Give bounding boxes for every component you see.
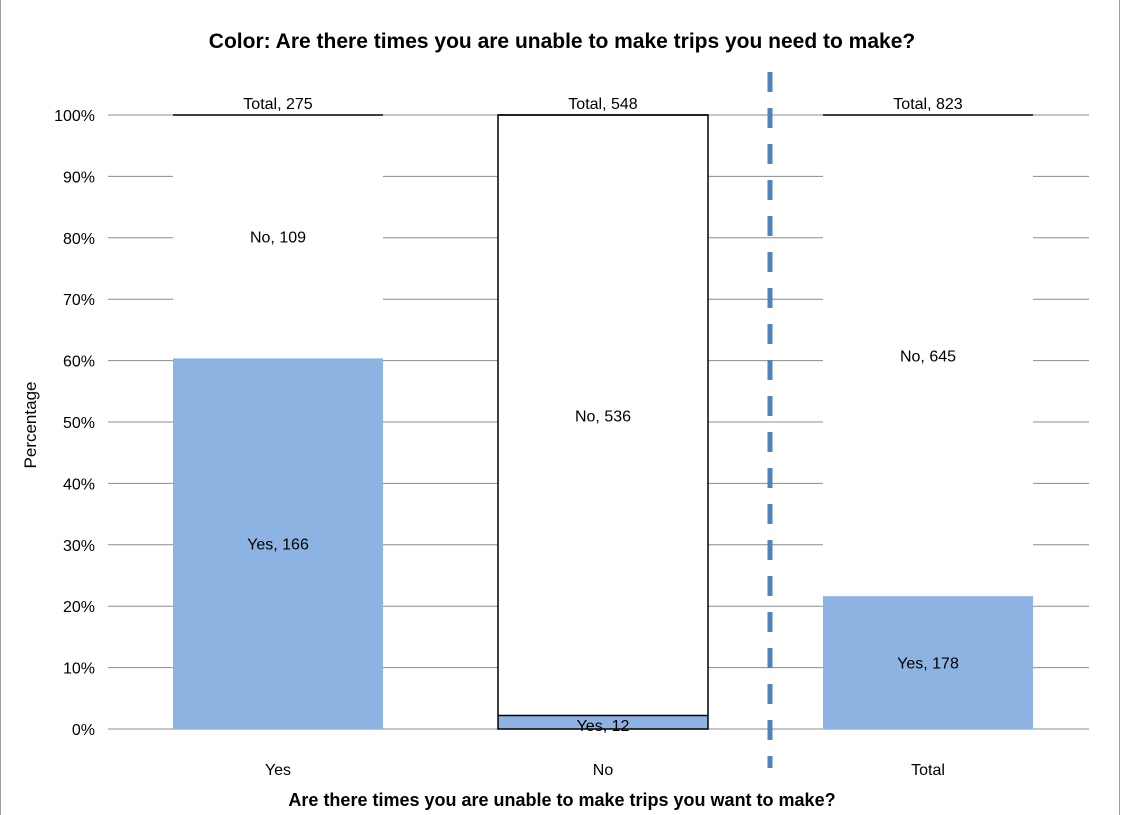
x-tick-label: Total: [911, 762, 945, 779]
y-tick-label: 90%: [63, 169, 95, 186]
bar-segment-yes: [173, 358, 383, 729]
x-tick-label: Yes: [265, 762, 291, 779]
x-axis-title: Are there times you are unable to make t…: [288, 790, 836, 810]
y-tick-label: 70%: [63, 292, 95, 309]
y-tick-label: 20%: [63, 599, 95, 616]
data-label-yes: Yes, 12: [577, 718, 630, 735]
y-tick-label: 30%: [63, 538, 95, 555]
total-label: Total, 275: [243, 96, 312, 113]
bar-segment-no: [823, 115, 1033, 597]
data-label-yes: Yes, 166: [247, 537, 309, 554]
y-tick-label: 50%: [63, 415, 95, 432]
data-label-yes: Yes, 178: [897, 656, 959, 673]
y-tick-label: 40%: [63, 476, 95, 493]
bar-segment-no: [498, 115, 708, 716]
total-label: Total, 823: [893, 96, 962, 113]
y-tick-label: 100%: [54, 108, 95, 125]
data-label-no: No, 109: [250, 230, 306, 247]
x-tick-label: No: [593, 762, 614, 779]
bar-segment-yes: [498, 715, 708, 729]
y-tick-label: 0%: [72, 722, 95, 739]
total-label: Total, 548: [568, 96, 637, 113]
bar-segment-no: [173, 115, 383, 359]
bar-outline: [497, 114, 709, 730]
y-tick-label: 10%: [63, 661, 95, 678]
data-label-no: No, 536: [575, 408, 631, 425]
chart-title: Color: Are there times you are unable to…: [208, 30, 916, 53]
y-tick-label: 60%: [63, 354, 95, 371]
bar-segment-yes: [823, 596, 1033, 729]
data-label-no: No, 645: [900, 349, 956, 366]
y-tick-label: 80%: [63, 231, 95, 248]
